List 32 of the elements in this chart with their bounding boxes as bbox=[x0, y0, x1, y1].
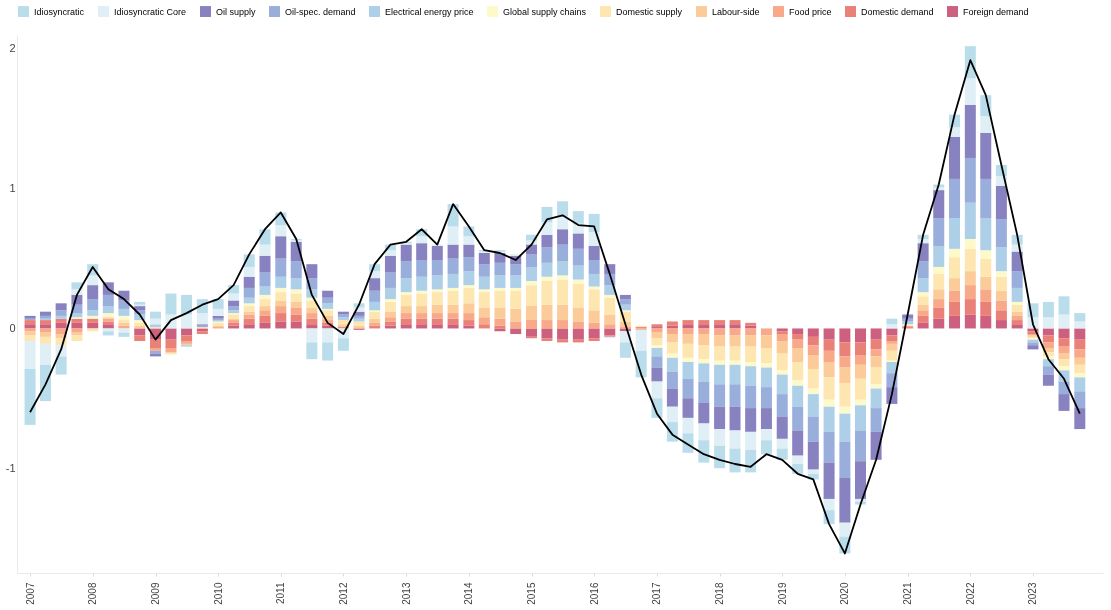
y-tick-label: 1 bbox=[9, 182, 16, 195]
x-tick-label: 2023 bbox=[1027, 582, 1039, 605]
y-tick-label: -1 bbox=[5, 461, 16, 474]
y-tick-label: 0 bbox=[9, 321, 16, 334]
x-tick-label: 2017 bbox=[651, 582, 663, 605]
legend-label: Domestic demand bbox=[861, 6, 934, 17]
x-tick-label: 2019 bbox=[776, 582, 788, 605]
x-tick-label: 2020 bbox=[839, 582, 851, 605]
legend-label: Electrical energy price bbox=[385, 6, 474, 17]
x-tick-label: 2021 bbox=[902, 582, 914, 605]
x-tick-label: 2013 bbox=[400, 582, 412, 605]
x-tick-label: 2022 bbox=[964, 582, 976, 605]
x-tick-label: 2009 bbox=[150, 582, 162, 605]
legend-label: Idiosyncratic bbox=[34, 6, 85, 17]
x-tick-label: 2014 bbox=[463, 582, 475, 605]
x-tick-label: 2012 bbox=[337, 582, 349, 605]
x-tick-label: 2008 bbox=[87, 582, 99, 605]
legend-label: Global supply chains bbox=[503, 6, 587, 17]
legend-label: Foreign demand bbox=[963, 6, 1029, 17]
legend-label: Oil-spec. demand bbox=[285, 6, 356, 17]
legend-label: Food price bbox=[789, 6, 832, 17]
x-tick-label: 2018 bbox=[714, 582, 726, 605]
x-tick-label: 2007 bbox=[24, 582, 36, 605]
x-tick-label: 2011 bbox=[275, 582, 287, 605]
legend-label: Labour-side bbox=[712, 6, 760, 17]
y-tick-label: 2 bbox=[9, 42, 16, 55]
x-tick-label: 2016 bbox=[588, 582, 600, 605]
x-tick-label: 2010 bbox=[212, 582, 224, 605]
legend-label: Oil supply bbox=[216, 6, 257, 17]
legend-label: Idiosyncratic Core bbox=[114, 6, 187, 17]
x-tick-label: 2015 bbox=[526, 582, 538, 605]
legend-label: Domestic supply bbox=[616, 6, 683, 17]
